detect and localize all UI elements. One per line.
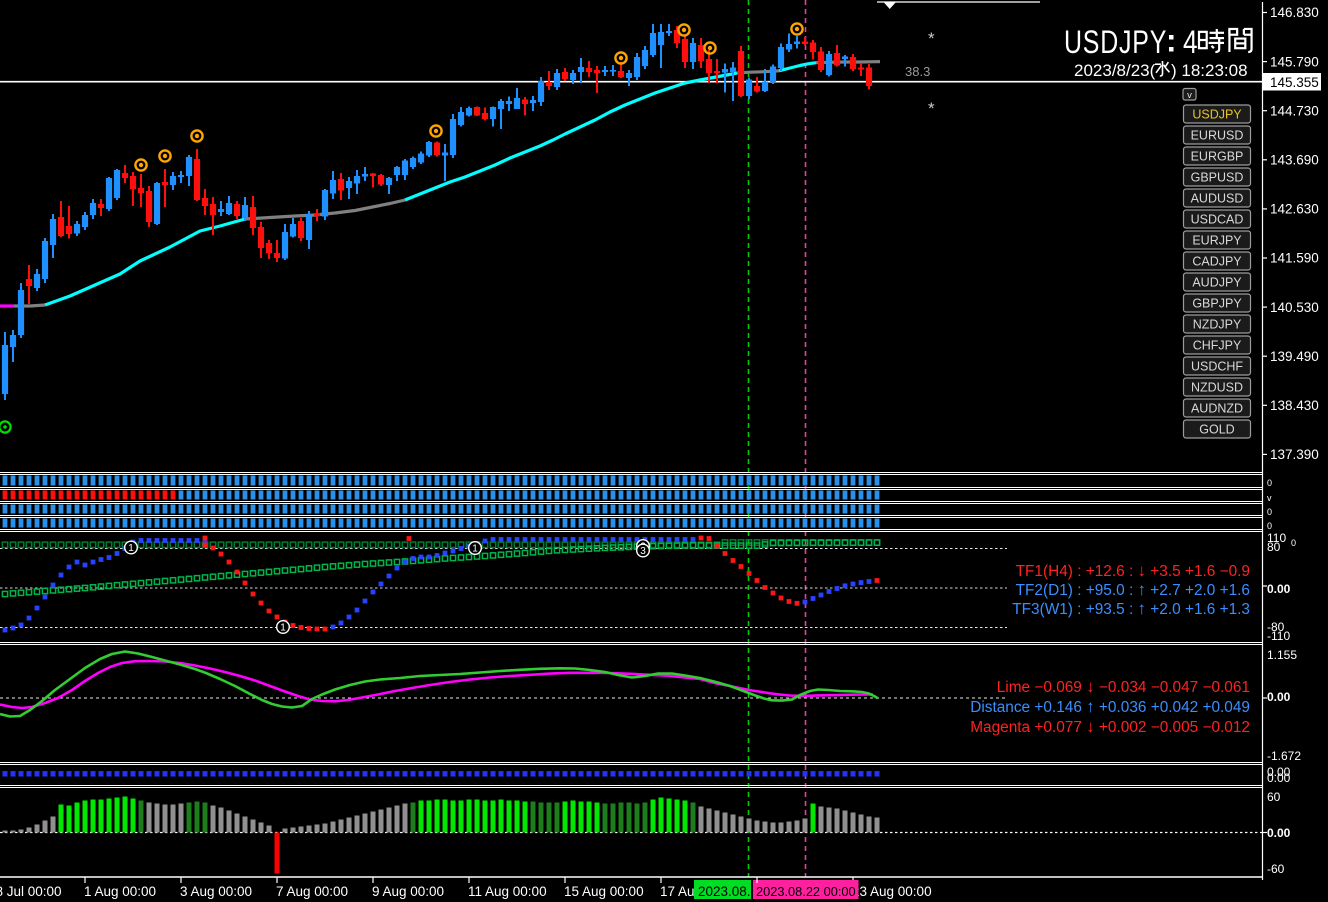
svg-text:1 Aug 00:00: 1 Aug 00:00 [84,884,156,899]
svg-text:3 Aug 00:00: 3 Aug 00:00 [180,884,252,899]
svg-text:144.730: 144.730 [1270,103,1319,118]
svg-text:146.830: 146.830 [1270,5,1319,20]
svg-text:-80: -80 [1267,620,1285,634]
svg-text:Magenta +0.077 ↓ +0.002 −0.00: Magenta +0.077 ↓ +0.002 −0.005 −0.012 [970,717,1250,736]
svg-text:GOLD: GOLD [1199,423,1234,437]
svg-text:38.3: 38.3 [905,64,930,79]
svg-text:2023.08.: 2023.08. [698,884,751,899]
svg-text:TF1(H4) : +12.6 : ↓ +3.5 +1.: TF1(H4) : +12.6 : ↓ +3.5 +1.6 −0.9 [1016,561,1250,580]
svg-text:1.155: 1.155 [1267,648,1297,662]
svg-text:60: 60 [1267,790,1281,804]
svg-text:145.355: 145.355 [1270,75,1319,90]
svg-text:1: 1 [128,543,134,554]
svg-text:15 Aug 00:00: 15 Aug 00:00 [564,884,644,899]
svg-text:145.790: 145.790 [1270,54,1319,69]
svg-text:v: v [1187,90,1192,101]
svg-text:TF3(W1) : +93.5 : ↑ +2.0 +1.: TF3(W1) : +93.5 : ↑ +2.0 +1.6 +1.3 [1012,599,1250,618]
svg-text:143.690: 143.690 [1270,153,1319,168]
svg-text:CHFJPY: CHFJPY [1193,339,1242,353]
svg-text:141.590: 141.590 [1270,251,1319,266]
svg-text:28 Jul 00:00: 28 Jul 00:00 [0,884,62,899]
svg-text:AUDJPY: AUDJPY [1192,276,1242,290]
svg-text:0.00: 0.00 [1267,771,1291,785]
svg-text:*: * [928,29,935,48]
svg-text:140.530: 140.530 [1270,300,1319,315]
svg-text:*: * [928,99,935,118]
svg-text:USDCHF: USDCHF [1191,360,1243,374]
svg-text:1: 1 [472,544,478,555]
svg-text:23 Aug 00:00: 23 Aug 00:00 [852,884,932,899]
svg-text:v: v [1267,493,1272,503]
svg-text:) 18:23:08: ) 18:23:08 [1171,61,1248,80]
svg-text:110: 110 [1267,531,1286,545]
svg-text:7 Aug 00:00: 7 Aug 00:00 [276,884,348,899]
svg-text:Lime −0.069 ↓ −0.034 −0.047 −: Lime −0.069 ↓ −0.034 −0.047 −0.061 [997,677,1250,696]
svg-text:0.00: 0.00 [1267,765,1291,779]
svg-text:2023/8/23(: 2023/8/23( [1074,61,1156,80]
svg-text:9 Aug 00:00: 9 Aug 00:00 [372,884,444,899]
svg-text:0: 0 [1267,521,1272,531]
svg-text:11 Aug 00:00: 11 Aug 00:00 [468,884,547,899]
svg-text:-110: -110 [1267,629,1290,643]
svg-text:-1.672: -1.672 [1267,749,1301,763]
svg-text:USDJPY: USDJPY [1064,25,1167,61]
svg-text:GBPUSD: GBPUSD [1191,171,1244,185]
svg-text:0.00: 0.00 [1267,690,1291,704]
svg-text:0: 0 [1291,538,1296,548]
svg-text:139.490: 139.490 [1270,349,1319,364]
svg-text:80: 80 [1267,540,1281,554]
svg-text:3: 3 [640,546,646,557]
svg-text:NZDUSD: NZDUSD [1191,381,1243,395]
svg-text:CADJPY: CADJPY [1192,255,1242,269]
svg-text:138.430: 138.430 [1270,398,1319,413]
svg-text:EURUSD: EURUSD [1191,129,1244,143]
svg-text:EURJPY: EURJPY [1192,234,1242,248]
svg-text:0: 0 [1267,478,1272,488]
svg-text:EURGBP: EURGBP [1191,150,1244,164]
svg-text:0: 0 [1267,507,1272,517]
svg-text:TF2(D1) : +95.0 : ↑ +2.7 +2.: TF2(D1) : +95.0 : ↑ +2.7 +2.0 +1.6 [1016,580,1250,599]
svg-text:AUDUSD: AUDUSD [1191,192,1244,206]
svg-text:USDCAD: USDCAD [1191,213,1244,227]
svg-text:4: 4 [1183,26,1198,61]
svg-text:0.00: 0.00 [1267,826,1291,840]
svg-text:USDJPY: USDJPY [1192,108,1242,122]
svg-text:137.390: 137.390 [1270,447,1319,462]
svg-text:2023.08.22 00:00: 2023.08.22 00:00 [756,884,856,899]
svg-text:NZDJPY: NZDJPY [1193,318,1242,332]
svg-text:GBPJPY: GBPJPY [1192,297,1242,311]
svg-text:AUDNZD: AUDNZD [1191,402,1243,416]
svg-text:1: 1 [280,623,286,634]
svg-text:0.00: 0.00 [1267,582,1291,596]
svg-text:142.630: 142.630 [1270,202,1319,217]
svg-text:-60: -60 [1267,862,1285,876]
svg-text:Distance +0.146 ↑ +0.036 +0.0: Distance +0.146 ↑ +0.036 +0.042 +0.049 [970,697,1250,716]
